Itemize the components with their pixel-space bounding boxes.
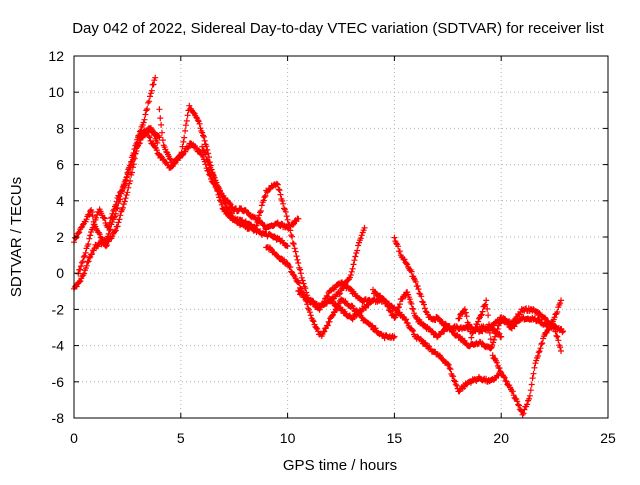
y-tick-label: -4 — [52, 338, 65, 354]
y-tick-label: 4 — [56, 193, 64, 209]
x-axis-label: GPS time / hours — [283, 457, 397, 474]
series-track-8 — [295, 224, 368, 310]
y-tick-label: 8 — [56, 120, 64, 136]
y-tick-label: -8 — [52, 410, 65, 426]
series-markers — [295, 224, 368, 310]
x-tick-label: 15 — [387, 430, 403, 446]
y-tick-label: 6 — [56, 157, 64, 173]
y-axis-label: SDTVAR / TECUs — [8, 177, 25, 297]
y-tick-label: 10 — [48, 84, 64, 100]
y-tick-label: 2 — [56, 229, 64, 245]
x-tick-label: 20 — [493, 430, 509, 446]
series-layer — [71, 74, 567, 418]
series-markers — [476, 305, 567, 336]
x-tick-label: 0 — [70, 430, 78, 446]
y-tick-label: 0 — [56, 265, 64, 281]
series-track-6 — [199, 143, 376, 313]
series-track-13 — [476, 305, 567, 336]
tick-layer: 0 5 10 15 20 25 -8 -6 -4 -2 0 2 4 6 8 10 12 — [48, 48, 616, 446]
x-tick-label: 10 — [280, 430, 296, 446]
y-tick-label: 12 — [48, 48, 64, 64]
x-tick-label: 25 — [600, 430, 616, 446]
y-tick-label: -6 — [52, 374, 65, 390]
y-tick-label: -2 — [52, 301, 65, 317]
chart-title: Day 042 of 2022, Sidereal Day-to-day VTE… — [72, 20, 604, 37]
series-markers — [199, 143, 376, 313]
x-tick-label: 5 — [177, 430, 185, 446]
